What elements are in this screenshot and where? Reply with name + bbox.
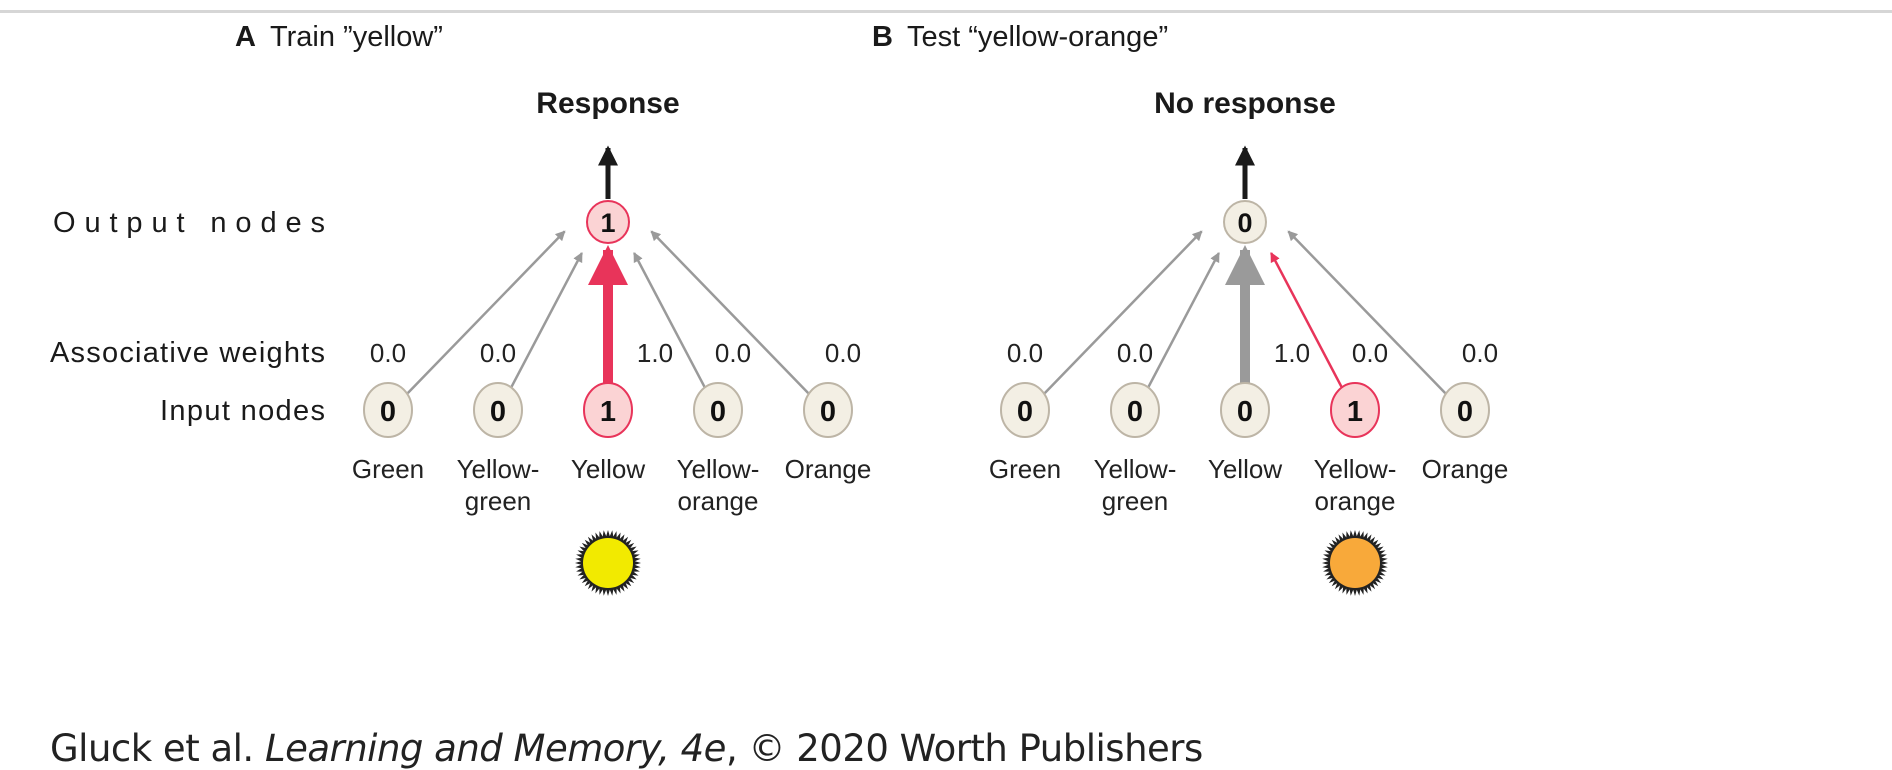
panel-title: Train ”yellow” <box>270 21 443 53</box>
input-label: Yellow- <box>1094 454 1177 484</box>
input-node <box>363 382 413 438</box>
weight-label: 0.0 <box>715 338 751 368</box>
input-label: Green <box>989 454 1061 484</box>
weight-arrow <box>1043 230 1203 394</box>
input-node <box>693 382 743 438</box>
panel-a: A Train ”yellow” Response 0.0 0.0 1.0 0.0 0.0 1 0… <box>235 21 871 596</box>
weight-label: 0.0 <box>480 338 516 368</box>
caption-publisher: , © 2020 Worth Publishers <box>725 727 1203 770</box>
input-label: Yellow- <box>677 454 760 484</box>
input-node <box>1330 382 1380 438</box>
weight-arrow <box>406 230 566 394</box>
input-label: Green <box>352 454 424 484</box>
input-node-value: 0 <box>380 396 396 428</box>
weight-label: 0.0 <box>1352 338 1388 368</box>
input-node <box>1000 382 1050 438</box>
weight-arrow <box>650 230 810 394</box>
row-label-weights: Associative weights <box>50 337 325 369</box>
input-node-value: 1 <box>1347 396 1363 428</box>
input-label-line2: green <box>1102 486 1169 516</box>
input-label: Yellow <box>571 454 645 484</box>
input-node <box>583 382 633 438</box>
output-node-value: 0 <box>1237 208 1252 238</box>
caption-authors: Gluck et al. <box>50 727 265 770</box>
input-node-value: 0 <box>1237 396 1253 428</box>
weight-arrow <box>1287 230 1447 394</box>
weight-label: 0.0 <box>1462 338 1498 368</box>
weight-label: 0.0 <box>1117 338 1153 368</box>
weight-arrow <box>510 251 583 389</box>
input-label-line2: orange <box>678 486 759 516</box>
output-node-value: 1 <box>600 208 615 238</box>
response-label: No response <box>1154 87 1336 120</box>
input-label: Yellow <box>1208 454 1282 484</box>
panel-title: Test “yellow-orange” <box>907 21 1168 53</box>
input-label: Yellow- <box>1314 454 1397 484</box>
weight-label: 1.0 <box>1274 338 1310 368</box>
input-node <box>1440 382 1490 438</box>
caption-book: Learning and Memory, 4e <box>264 727 727 770</box>
row-label-input: Input nodes <box>160 395 325 427</box>
input-node <box>1220 382 1270 438</box>
weight-arrow <box>633 251 706 389</box>
input-node-value: 0 <box>490 396 506 428</box>
row-label-output: Output nodes <box>53 207 325 239</box>
top-divider <box>0 10 1892 13</box>
input-node-value: 0 <box>820 396 836 428</box>
weight-arrow <box>1147 251 1220 389</box>
weight-label: 1.0 <box>637 338 673 368</box>
input-label: Orange <box>1422 454 1509 484</box>
input-label-line2: orange <box>1315 486 1396 516</box>
input-node-value: 0 <box>1127 396 1143 428</box>
input-node-value: 1 <box>600 396 616 428</box>
input-node <box>473 382 523 438</box>
weight-label: 0.0 <box>370 338 406 368</box>
panel-b: B Test “yellow-orange” No response 0.0 0.0 1.… <box>872 21 1508 596</box>
input-node-value: 0 <box>710 396 726 428</box>
output-node <box>586 200 630 244</box>
input-label: Orange <box>785 454 872 484</box>
stimulus-light-icon <box>583 538 633 588</box>
panel-letter: A <box>235 21 256 53</box>
response-label: Response <box>536 87 679 120</box>
weight-label: 0.0 <box>825 338 861 368</box>
caption: Gluck et al. Learning and Memory, 4e, © … <box>50 727 1203 770</box>
panel-letter: B <box>872 21 893 53</box>
input-node <box>1110 382 1160 438</box>
input-label: Yellow- <box>457 454 540 484</box>
input-node <box>803 382 853 438</box>
stimulus-light-icon <box>1330 538 1380 588</box>
weight-label: 0.0 <box>1007 338 1043 368</box>
input-node-value: 0 <box>1017 396 1033 428</box>
output-node <box>1223 200 1267 244</box>
input-label-line2: green <box>465 486 532 516</box>
weight-arrow <box>1270 251 1343 389</box>
input-node-value: 0 <box>1457 396 1473 428</box>
